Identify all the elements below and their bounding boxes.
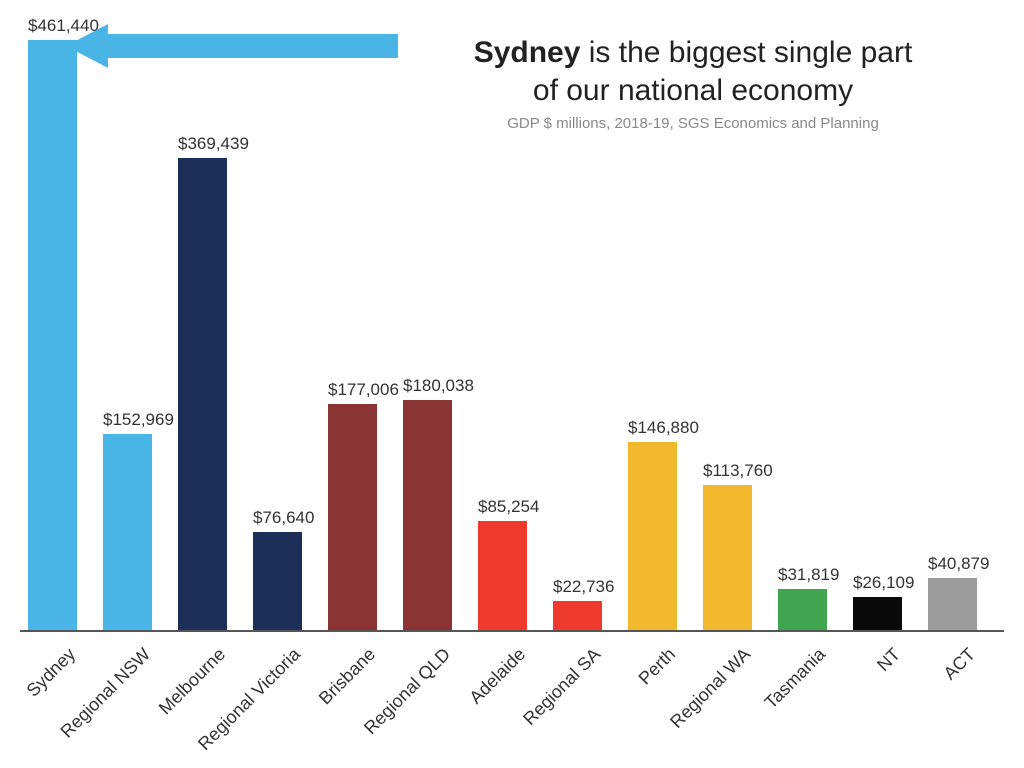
bar: $177,006 [328,404,377,630]
bar: $152,969 [103,434,152,630]
category-label: ACT [939,644,979,684]
bar: $76,640 [253,532,302,630]
category-label: NT [873,644,905,676]
category-label: Brisbane [315,644,380,709]
bar-value-label: $369,439 [178,134,227,154]
bar: $146,880 [628,442,677,630]
category-label: Tasmania [760,644,829,713]
bar: $461,440 [28,40,77,630]
bar-value-label: $76,640 [253,508,302,528]
bar: $180,038 [403,400,452,630]
category-label: Regional SA [519,644,605,730]
category-label: Adelaide [465,644,529,708]
headline-bold: Sydney [474,36,581,69]
bar-value-label: $31,819 [778,565,827,585]
bar-value-label: $26,109 [853,573,902,593]
bar-value-label: $461,440 [28,16,77,36]
bar-value-label: $152,969 [103,410,152,430]
bar: $31,819 [778,589,827,630]
bar: $40,879 [928,578,977,630]
category-label: Perth [634,644,679,689]
headline-line-2: of our national economy [533,74,853,107]
bar: $113,760 [703,485,752,630]
chart-headline: Sydney is the biggest single part of our… [398,34,988,132]
bar-value-label: $85,254 [478,497,527,517]
category-label: Sydney [22,644,79,701]
headline-rest-1: is the biggest single part [580,36,912,69]
bar: $26,109 [853,597,902,630]
bar-value-label: $177,006 [328,380,377,400]
bar-value-label: $146,880 [628,418,677,438]
gdp-bar-chart: $461,440 $152,969 $369,439 $76,640 $177,006 $… [0,0,1024,768]
bar-value-label: $180,038 [403,376,452,396]
bar-value-label: $22,736 [553,577,602,597]
bar: $22,736 [553,601,602,630]
bar-value-label: $113,760 [703,461,752,481]
bar: $85,254 [478,521,527,630]
headline-subtitle: GDP $ millions, 2018-19, SGS Economics a… [398,115,988,132]
bar-value-label: $40,879 [928,554,977,574]
category-label: Melbourne [155,644,230,719]
bar: $369,439 [178,158,227,630]
